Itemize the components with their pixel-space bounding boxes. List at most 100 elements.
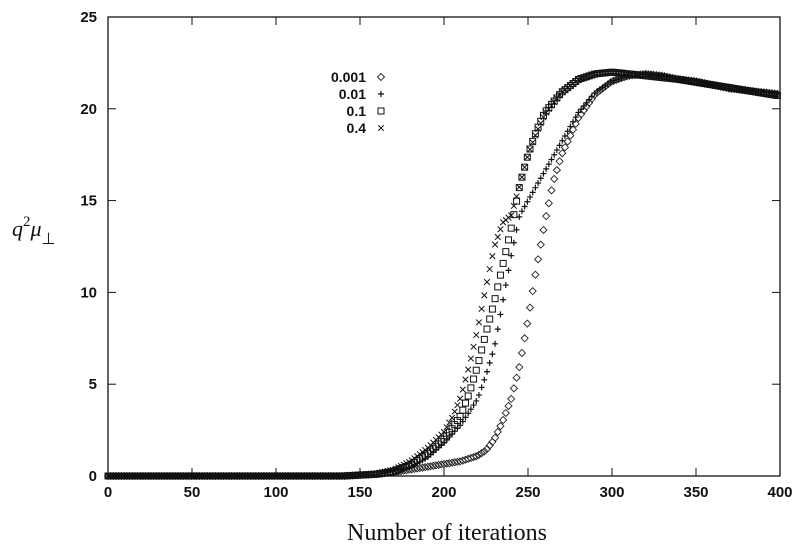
x-tick-label: 300 bbox=[599, 484, 624, 501]
data-point bbox=[545, 105, 552, 113]
data-point bbox=[637, 72, 644, 79]
data-point bbox=[543, 165, 550, 172]
data-point bbox=[115, 472, 122, 480]
data-point bbox=[464, 392, 472, 400]
x-tick-label: 0 bbox=[104, 484, 112, 501]
data-point bbox=[215, 472, 222, 480]
data-point bbox=[104, 472, 112, 480]
data-point bbox=[252, 472, 259, 480]
data-point bbox=[499, 259, 507, 267]
data-point bbox=[118, 472, 125, 480]
data-point bbox=[610, 77, 617, 84]
legend-marker-diamond bbox=[376, 72, 386, 82]
data-point bbox=[446, 419, 453, 426]
data-point bbox=[123, 472, 130, 480]
legend-label-0.01: 0.01 bbox=[339, 86, 366, 102]
data-point bbox=[279, 472, 286, 480]
data-point bbox=[536, 240, 545, 249]
data-point bbox=[482, 444, 492, 454]
data-point bbox=[507, 394, 516, 404]
data-point bbox=[560, 143, 570, 152]
data-point bbox=[610, 69, 617, 76]
data-point bbox=[526, 146, 534, 153]
data-point bbox=[774, 92, 781, 99]
x-tick-label: 100 bbox=[263, 484, 288, 501]
data-point bbox=[193, 472, 200, 480]
data-point bbox=[311, 472, 319, 480]
data-point bbox=[488, 305, 496, 313]
data-point bbox=[217, 472, 225, 480]
data-point bbox=[553, 95, 561, 102]
data-point bbox=[620, 70, 628, 77]
data-point bbox=[528, 287, 537, 296]
data-point bbox=[249, 472, 257, 480]
data-point bbox=[443, 424, 450, 431]
data-point bbox=[561, 132, 568, 139]
data-point bbox=[188, 472, 195, 480]
data-point bbox=[550, 174, 559, 184]
data-point bbox=[486, 265, 493, 273]
data-point bbox=[467, 406, 474, 413]
series-0.1 bbox=[104, 68, 781, 480]
data-point bbox=[480, 335, 488, 343]
data-point bbox=[107, 472, 114, 480]
data-point bbox=[474, 450, 484, 460]
data-point bbox=[225, 472, 233, 480]
y-tick-label: 5 bbox=[89, 376, 97, 393]
data-point bbox=[496, 421, 505, 431]
data-point bbox=[551, 151, 558, 158]
data-point bbox=[544, 199, 553, 208]
y-axis-ticks: 0 5 10 15 20 25 bbox=[80, 9, 780, 485]
legend-label-0.4: 0.4 bbox=[347, 120, 367, 136]
data-point bbox=[462, 399, 470, 407]
data-point bbox=[480, 447, 489, 456]
data-point bbox=[533, 255, 543, 264]
data-point bbox=[553, 147, 560, 154]
data-point bbox=[498, 415, 508, 425]
legend-marker-cross bbox=[377, 124, 385, 132]
data-point bbox=[155, 472, 163, 480]
data-point bbox=[333, 472, 340, 480]
data-point bbox=[559, 137, 566, 144]
data-point bbox=[521, 163, 529, 171]
data-point bbox=[570, 118, 577, 125]
data-point bbox=[271, 472, 278, 480]
data-point bbox=[212, 472, 219, 480]
data-point bbox=[505, 236, 513, 244]
data-point bbox=[599, 69, 606, 77]
data-point bbox=[663, 74, 671, 82]
data-point bbox=[475, 392, 482, 399]
data-marks bbox=[103, 68, 782, 481]
data-point bbox=[448, 414, 456, 421]
y-tick-label: 20 bbox=[80, 101, 97, 118]
data-point bbox=[263, 472, 270, 480]
data-point bbox=[465, 366, 472, 373]
data-point bbox=[639, 72, 647, 79]
data-point bbox=[580, 103, 587, 110]
data-point bbox=[542, 109, 550, 116]
data-point bbox=[177, 472, 184, 480]
data-point bbox=[520, 334, 529, 343]
y-tick-label: 10 bbox=[80, 284, 97, 301]
data-point bbox=[456, 395, 464, 402]
data-point bbox=[521, 203, 528, 210]
data-point bbox=[508, 252, 515, 259]
y-axis-label-mid: μ bbox=[30, 216, 42, 241]
data-point bbox=[578, 106, 585, 113]
data-point bbox=[368, 470, 375, 477]
data-point bbox=[110, 472, 117, 480]
data-point bbox=[532, 184, 539, 191]
data-point bbox=[150, 472, 157, 480]
data-point bbox=[486, 315, 494, 323]
data-point bbox=[266, 472, 273, 480]
data-point bbox=[180, 472, 187, 480]
data-point bbox=[525, 303, 535, 312]
data-point bbox=[354, 472, 362, 479]
data-point bbox=[556, 142, 563, 149]
data-point bbox=[615, 69, 622, 76]
data-point bbox=[134, 472, 141, 480]
data-point bbox=[505, 267, 512, 274]
data-point bbox=[182, 472, 190, 480]
